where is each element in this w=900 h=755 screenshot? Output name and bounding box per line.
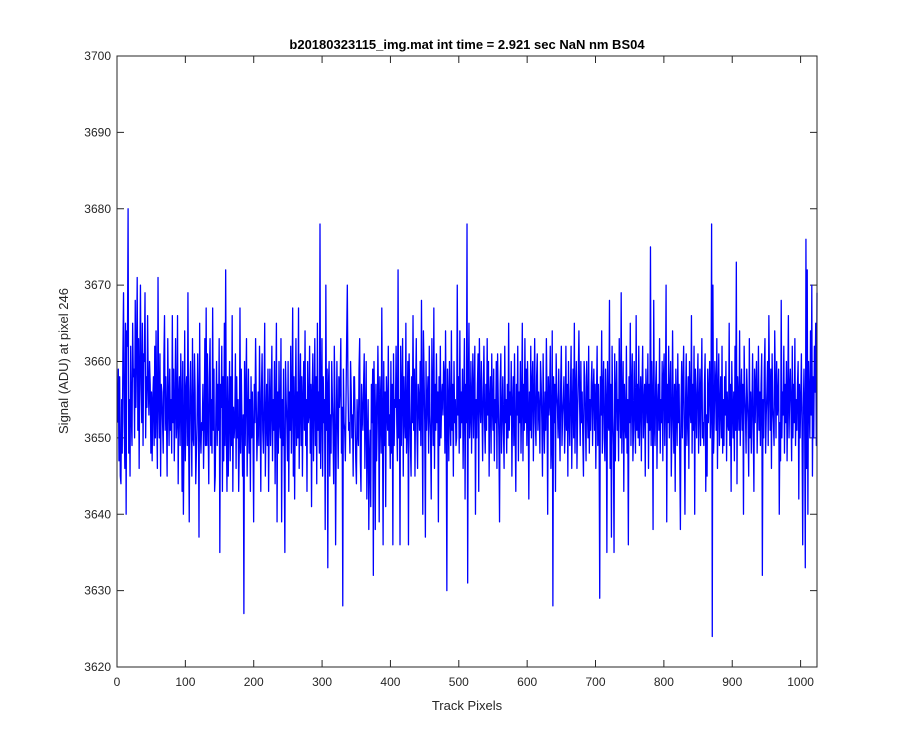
x-tick-label: 800 (654, 675, 674, 689)
series-layer (117, 208, 818, 638)
x-axis-title: Track Pixels (432, 698, 503, 713)
x-tick-label: 700 (586, 675, 606, 689)
y-tick-label: 3690 (84, 125, 111, 139)
chart-title: b20180323115_img.mat int time = 2.921 se… (289, 37, 645, 52)
axes-box (116, 55, 818, 668)
series-line (117, 208, 818, 638)
x-tick-label: 600 (517, 675, 537, 689)
x-tick-label: 100 (175, 675, 195, 689)
y-tick-label: 3640 (84, 507, 111, 521)
y-tick-label: 3630 (84, 584, 111, 598)
x-tick-label: 900 (722, 675, 742, 689)
x-tick-label: 200 (244, 675, 264, 689)
x-tick-label: 300 (312, 675, 332, 689)
y-tick-label: 3680 (84, 202, 111, 216)
x-tick-label: 1000 (787, 675, 814, 689)
y-tick-label: 3620 (84, 660, 111, 674)
y-tick-label: 3700 (84, 49, 111, 63)
x-tick-label: 400 (380, 675, 400, 689)
x-tick-label: 500 (449, 675, 469, 689)
tick-labels-layer: 0 100 200 300 400 500 600 700 800 900 1000 3620 3630… (84, 49, 814, 689)
y-axis-title: Signal (ADU) at pixel 246 (56, 288, 71, 434)
x-tick-label: 0 (114, 675, 121, 689)
y-tick-label: 3650 (84, 431, 111, 445)
y-tick-label: 3670 (84, 278, 111, 292)
y-tick-label: 3660 (84, 355, 111, 369)
